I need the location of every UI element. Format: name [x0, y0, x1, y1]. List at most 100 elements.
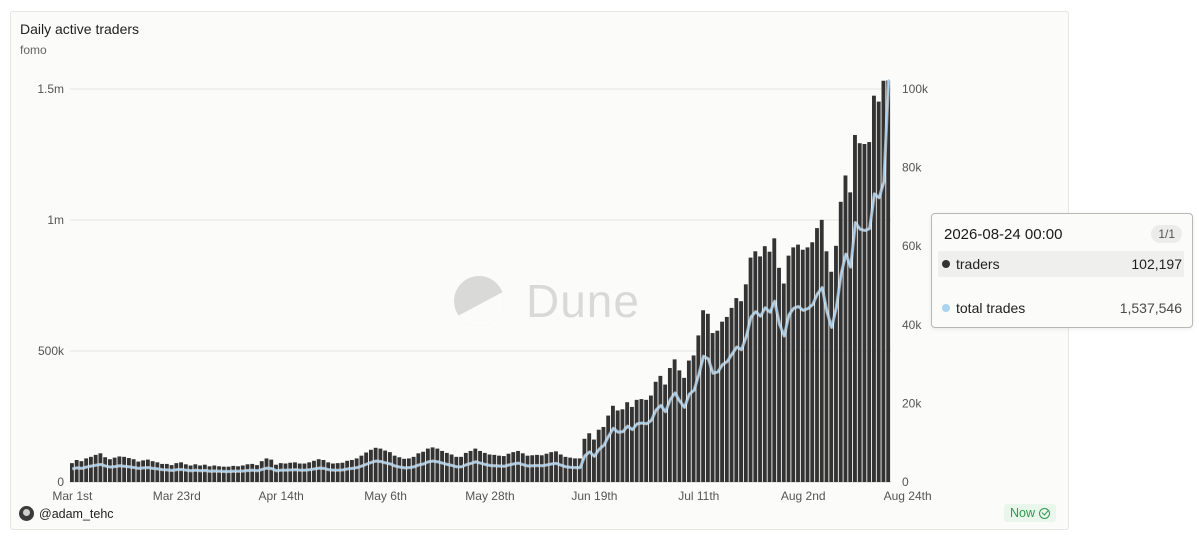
bar	[288, 462, 293, 482]
author-name: @adam_tehc	[39, 506, 114, 521]
bar	[838, 201, 843, 483]
dune-logo-icon	[454, 276, 504, 326]
bar	[501, 456, 506, 482]
bar	[748, 257, 753, 482]
bar	[112, 457, 117, 482]
bar	[212, 465, 217, 482]
bar	[383, 450, 388, 482]
chart-plot[interactable]: 0 500k 1m 1.5m 0 20k 40k 60k 80k 100k Mar 1st Mar 2…	[11, 12, 1070, 531]
bar	[644, 399, 649, 482]
bar	[796, 244, 800, 482]
bar	[179, 462, 183, 482]
tooltip-series-label: traders	[956, 256, 1000, 272]
bar	[767, 251, 772, 482]
bar	[240, 465, 245, 482]
bar	[145, 459, 150, 482]
tooltip-series-value: 102,197	[1131, 256, 1182, 272]
bar	[492, 454, 497, 482]
bar	[378, 448, 383, 482]
bar	[573, 458, 577, 482]
bar	[226, 466, 231, 482]
bar	[368, 449, 373, 482]
bar	[867, 142, 872, 482]
bar	[340, 462, 345, 482]
bar	[136, 461, 141, 482]
bar	[625, 402, 630, 482]
bar	[554, 451, 558, 482]
bar	[411, 456, 416, 482]
bar	[84, 458, 89, 482]
bar	[193, 464, 198, 482]
bar	[881, 80, 886, 482]
bar	[207, 466, 212, 482]
bar	[791, 247, 796, 482]
bar	[335, 463, 340, 482]
bar	[734, 298, 739, 482]
bar	[326, 462, 331, 482]
bar	[435, 448, 440, 482]
status-label: Now	[1010, 506, 1036, 520]
bar	[777, 267, 781, 482]
y-left-tick-label: 500k	[38, 344, 65, 358]
bar	[349, 459, 354, 482]
x-tick-label: Apr 14th	[258, 489, 303, 503]
bar	[772, 238, 777, 482]
bar	[549, 452, 554, 482]
bar	[331, 463, 335, 482]
bar	[516, 450, 520, 482]
chart-subtitle: fomo	[20, 43, 47, 57]
bar	[74, 459, 79, 482]
bar	[160, 463, 165, 482]
bar	[800, 249, 805, 482]
bar	[131, 459, 136, 482]
bar	[430, 447, 435, 482]
bar	[743, 284, 748, 482]
series-dot-icon	[942, 304, 950, 312]
bar	[520, 453, 525, 482]
bar	[364, 452, 369, 482]
y-right-tick-label: 80k	[902, 161, 922, 175]
bar	[853, 134, 857, 482]
bar	[686, 360, 691, 482]
bar	[269, 459, 274, 482]
bar	[834, 245, 838, 482]
x-tick-label: Jul 11th	[678, 489, 719, 503]
bar	[539, 455, 544, 482]
author-link[interactable]: @adam_tehc	[19, 506, 114, 521]
bar	[601, 426, 606, 482]
bar	[126, 458, 131, 482]
bar	[278, 463, 283, 482]
bar	[592, 439, 596, 482]
series-dot-icon	[942, 260, 950, 268]
bar	[810, 242, 815, 482]
bar	[478, 450, 482, 482]
bar	[606, 415, 611, 482]
bar	[103, 457, 108, 482]
bar	[596, 429, 601, 482]
bar	[359, 455, 364, 482]
dune-watermark: Dune	[454, 274, 640, 328]
x-tick-label: Aug 24th	[884, 489, 932, 503]
tooltip-row-total-trades: total trades 1,537,546	[938, 295, 1184, 321]
refresh-status-badge[interactable]: Now	[1004, 504, 1057, 522]
bar	[122, 456, 127, 482]
bar	[107, 459, 112, 482]
y-left-tick-label: 1m	[47, 213, 64, 227]
bar	[397, 457, 402, 482]
bar	[843, 175, 848, 482]
bar	[141, 460, 146, 482]
bar	[250, 463, 255, 482]
check-circle-icon	[1039, 507, 1051, 519]
bar	[345, 460, 350, 482]
bar	[198, 465, 202, 482]
bar	[511, 452, 516, 482]
bar	[886, 80, 891, 483]
bar	[468, 450, 473, 482]
avatar	[19, 506, 34, 521]
bar	[316, 459, 321, 482]
bar	[682, 377, 687, 482]
tooltip-date: 2026-08-24 00:00	[944, 226, 1063, 243]
bar	[535, 454, 539, 482]
bar	[236, 466, 240, 482]
bar	[416, 453, 421, 482]
